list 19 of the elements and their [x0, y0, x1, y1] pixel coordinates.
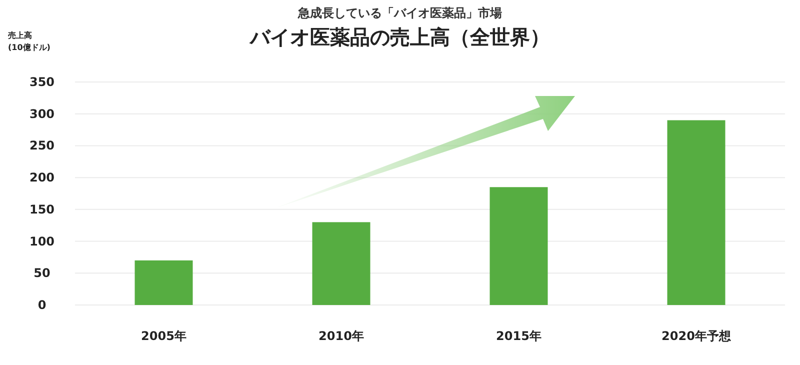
x-tick-label: 2005年 — [141, 329, 186, 343]
y-tick-label: 100 — [29, 234, 55, 248]
chart-title: バイオ医薬品の売上高（全世界） — [249, 25, 550, 49]
y-tick-label: 250 — [29, 138, 55, 153]
x-tick-label: 2020年予想 — [662, 329, 732, 343]
x-tick-label: 2010年 — [318, 329, 364, 343]
y-tick-label: 0 — [38, 298, 46, 312]
x-tick-label: 2015年 — [496, 329, 542, 343]
y-tick-label: 50 — [34, 266, 50, 280]
y-tick-label: 300 — [29, 106, 55, 121]
y-axis-title: 売上高 (10億ドル) — [8, 30, 50, 52]
chart-subtitle: 急成長している「バイオ医薬品」市場 — [297, 6, 502, 20]
y-tick-label: 350 — [29, 75, 55, 89]
y-tick-label: 200 — [29, 170, 55, 185]
bar — [312, 222, 370, 305]
bar — [490, 187, 548, 305]
bar — [667, 120, 726, 305]
bar — [134, 260, 193, 305]
y-tick-label: 150 — [29, 202, 55, 216]
